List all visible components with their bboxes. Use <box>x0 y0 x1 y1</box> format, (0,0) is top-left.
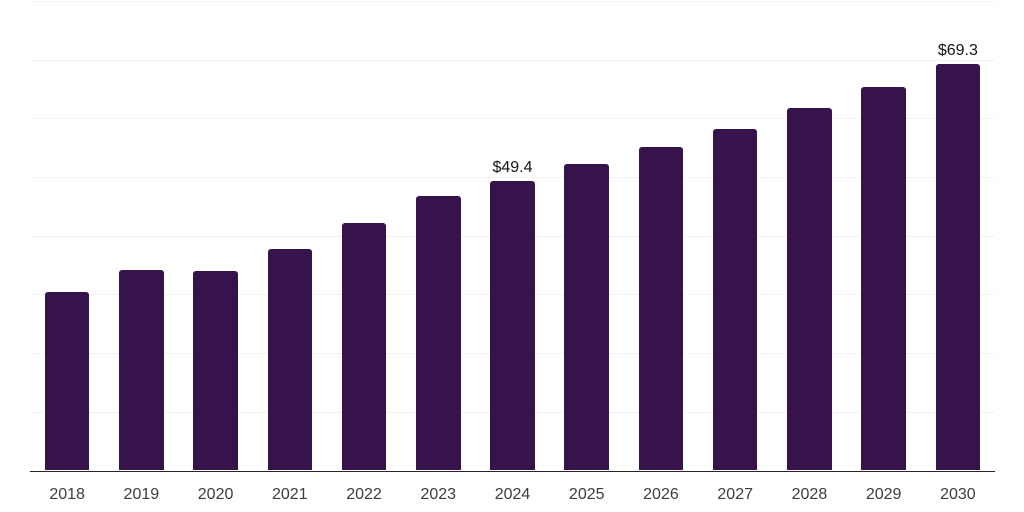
bar-2023 <box>416 196 461 471</box>
bar-2030 <box>935 63 981 471</box>
x-tick-label-2029: 2029 <box>865 486 902 503</box>
gridline <box>30 1 995 2</box>
x-tick-label-2023: 2023 <box>420 486 457 503</box>
x-tick-label-2028: 2028 <box>791 486 828 503</box>
x-axis-line <box>30 470 995 472</box>
bar-2026 <box>638 146 684 471</box>
bar-2019 <box>119 270 164 471</box>
bar-2021 <box>267 249 313 471</box>
x-tick-label-2030: 2030 <box>940 486 976 503</box>
x-tick-label-2020: 2020 <box>197 486 234 503</box>
gridline <box>30 59 995 61</box>
bar-2020 <box>193 270 238 471</box>
bar-2022 <box>341 223 387 471</box>
x-tick-label-2018: 2018 <box>49 486 85 503</box>
x-tick-label-2026: 2026 <box>643 486 679 503</box>
x-tick-label-2027: 2027 <box>717 486 753 503</box>
x-tick-label-2025: 2025 <box>568 486 605 503</box>
bar-2028 <box>787 107 832 471</box>
x-tick-label-2024: 2024 <box>494 486 531 503</box>
bar-2029 <box>861 86 906 471</box>
bar-2025 <box>564 163 609 471</box>
gridline <box>30 118 995 120</box>
x-tick-label-2021: 2021 <box>272 486 308 503</box>
gridline <box>30 177 995 179</box>
bar-value-label-2024: $49.4 <box>492 158 533 176</box>
bar-2018 <box>44 291 90 471</box>
x-tick-label-2019: 2019 <box>123 486 160 503</box>
x-tick-label-2022: 2022 <box>346 486 382 503</box>
bar-2027 <box>712 128 758 471</box>
bar-2024 <box>490 180 535 471</box>
bar-value-label-2030: $69.3 <box>937 41 978 59</box>
